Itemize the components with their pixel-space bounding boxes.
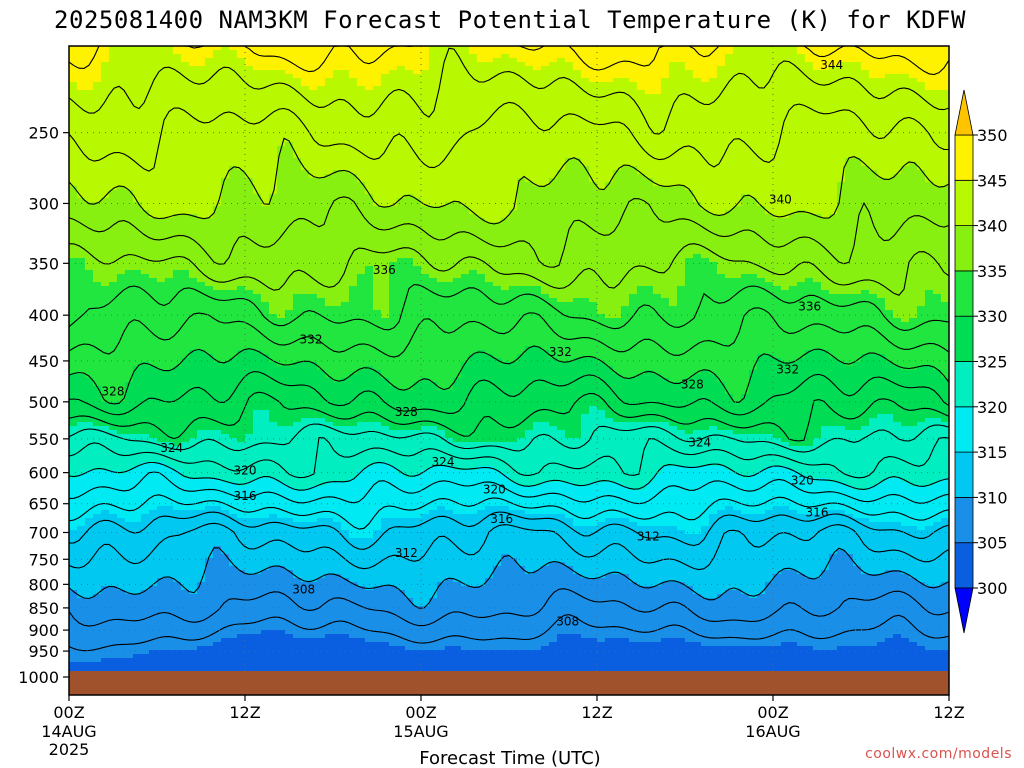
contour-label: 332 [300, 333, 323, 347]
x-tick-label: 00Z [405, 703, 436, 722]
colorbar-label: 335 [977, 262, 1008, 281]
colorbar-swatch [955, 497, 973, 542]
contour-label: 324 [160, 441, 183, 455]
contour-label: 332 [776, 362, 799, 376]
colorbar-label: 320 [977, 398, 1008, 417]
contour-label: 312 [395, 546, 418, 560]
contour-label: 308 [556, 614, 579, 628]
contour-label: 336 [798, 299, 821, 313]
contour-label: 340 [769, 193, 792, 207]
contour-label: 336 [373, 263, 396, 277]
y-tick-label: 750 [28, 550, 59, 569]
colorbar-label: 340 [977, 217, 1008, 236]
colorbar-swatch [955, 362, 973, 407]
contour-label: 344 [820, 58, 843, 72]
y-tick-label: 300 [28, 194, 59, 213]
colorbar-label: 330 [977, 307, 1008, 326]
colorbar-label: 305 [977, 534, 1008, 553]
contour-label: 324 [688, 435, 711, 449]
x-tick-label: 12Z [229, 703, 260, 722]
y-tick-label: 800 [28, 575, 59, 594]
colorbar-top-arrow [955, 90, 973, 135]
x-tick-label: 12Z [933, 703, 964, 722]
y-tick-label: 950 [28, 642, 59, 661]
colorbar-bottom-arrow [955, 588, 973, 633]
y-tick-label: 850 [28, 599, 59, 618]
colorbar-swatch [955, 452, 973, 497]
contour-label: 316 [234, 489, 257, 503]
colorbar-label: 345 [977, 171, 1008, 190]
y-tick-label: 550 [28, 430, 59, 449]
contour-label: 316 [490, 512, 513, 526]
x-tick-label: 12Z [581, 703, 612, 722]
x-tick-date: 16AUG [745, 722, 800, 741]
y-tick-label: 1000 [18, 668, 59, 687]
y-tick-label: 700 [28, 523, 59, 542]
y-tick-label: 350 [28, 254, 59, 273]
x-tick-year: 2025 [49, 740, 90, 759]
contour-label: 320 [234, 464, 257, 478]
contour-label: 308 [292, 583, 315, 597]
colorbar-swatch [955, 135, 973, 180]
y-axis: 250 300 350 400 450 500 550 600 650 700 750 800 850 9… [18, 124, 69, 687]
colorbar: 300 305 310 315 320 325 330 335 340 345 350 [955, 90, 1008, 633]
x-tick-label: 00Z [757, 703, 788, 722]
contour-label: 312 [637, 529, 660, 543]
contour-label: 324 [432, 455, 455, 469]
contour-label: 328 [395, 405, 418, 419]
colorbar-label: 300 [977, 579, 1008, 598]
colorbar-swatch [955, 180, 973, 225]
colorbar-label: 315 [977, 443, 1008, 462]
colorbar-label: 325 [977, 353, 1008, 372]
contour-label: 328 [681, 377, 704, 391]
x-tick-label: 00Z [53, 703, 84, 722]
colorbar-label: 310 [977, 488, 1008, 507]
y-tick-label: 250 [28, 124, 59, 143]
contour-label: 320 [483, 483, 506, 497]
y-tick-label: 600 [28, 464, 59, 483]
y-tick-label: 650 [28, 495, 59, 514]
colorbar-swatch [955, 543, 973, 588]
colorbar-swatch [955, 316, 973, 361]
contour-label: 332 [549, 345, 572, 359]
colorbar-swatch [955, 226, 973, 271]
contour-label: 320 [791, 473, 814, 487]
y-tick-label: 500 [28, 393, 59, 412]
y-tick-label: 450 [28, 352, 59, 371]
y-tick-label: 900 [28, 621, 59, 640]
contour-label: 316 [806, 506, 829, 520]
ground-layer [69, 671, 949, 695]
y-tick-label: 400 [28, 306, 59, 325]
x-axis-label: Forecast Time (UTC) [419, 748, 600, 768]
contour-label: 328 [102, 385, 125, 399]
chart-title: 2025081400 NAM3KM Forecast Potential Tem… [54, 6, 966, 34]
colorbar-label: 350 [977, 126, 1008, 145]
x-tick-date: 15AUG [393, 722, 448, 741]
x-tick-date: 14AUG [41, 722, 96, 741]
credit-text: coolwx.com/models [865, 746, 1012, 762]
colorbar-swatch [955, 271, 973, 316]
colorbar-swatch [955, 407, 973, 452]
